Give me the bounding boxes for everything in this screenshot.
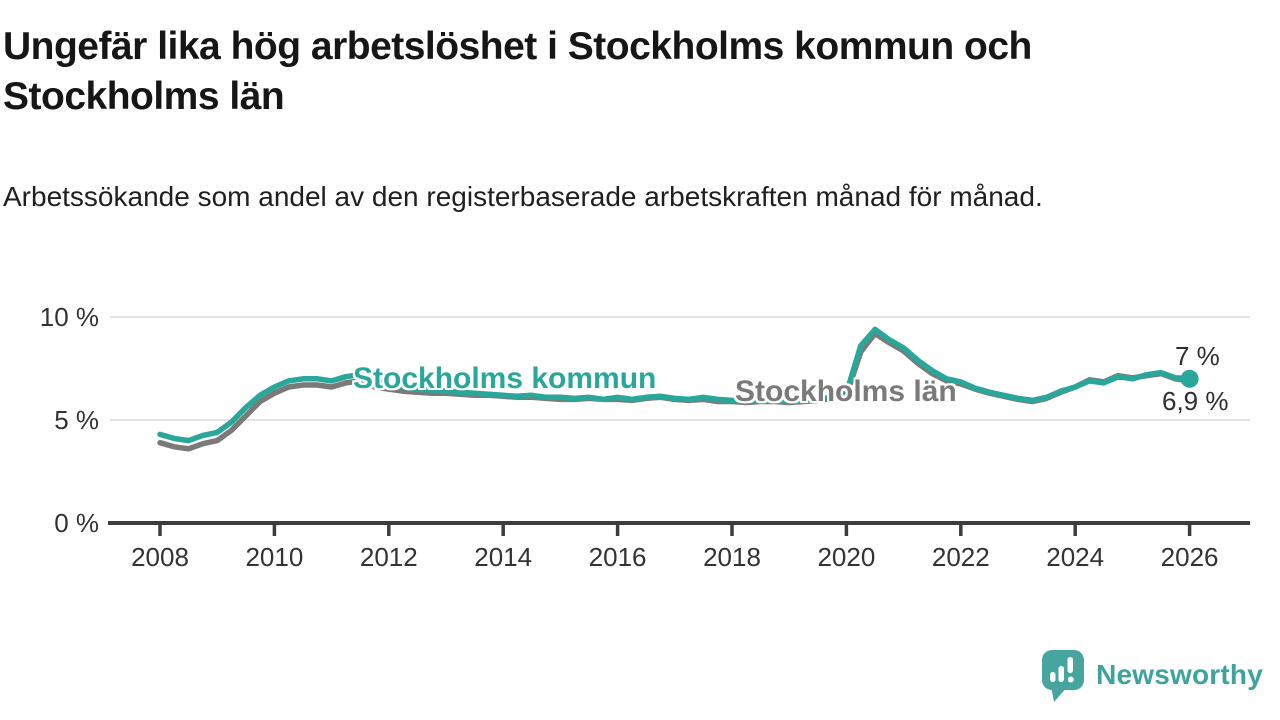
x-tick-label: 2014 [474,542,532,572]
y-tick-label: 5 % [54,405,99,435]
series-end-dot [1180,369,1199,388]
x-tick-label: 2022 [932,542,990,572]
speech-bubble-bar-chart-icon [1042,650,1085,702]
end-value-label-lan: 6,9 % [1162,386,1229,416]
series-line-stockholms-lan [157,330,1193,452]
x-tick-label: 2026 [1161,542,1219,572]
chart-subtitle: Arbetssökande som andel av den registerb… [3,181,1043,212]
x-tick-label: 2008 [131,542,189,572]
x-tick-label: 2012 [360,542,418,572]
x-tick-label: 2018 [703,542,761,572]
brand-name: Newsworthy [1096,659,1263,690]
x-tick-label: 2016 [589,542,647,572]
series-label-stockholms-lan: Stockholms län [735,375,957,408]
series-label-stockholms-kommun: Stockholms kommun [353,362,657,395]
x-tick-label: 2020 [817,542,875,572]
brand-footer: Newsworthy [1040,648,1263,702]
y-tick-label: 0 % [54,508,99,538]
y-tick-label: 10 % [40,302,99,332]
page-title: Ungefär lika hög arbetslöshet i Stockhol… [3,25,1032,118]
series-line-stockholms-kommun [157,326,1193,444]
x-tick-label: 2010 [245,542,303,572]
x-tick-label: 2024 [1046,542,1104,572]
end-value-label-kommun: 7 % [1175,341,1220,371]
